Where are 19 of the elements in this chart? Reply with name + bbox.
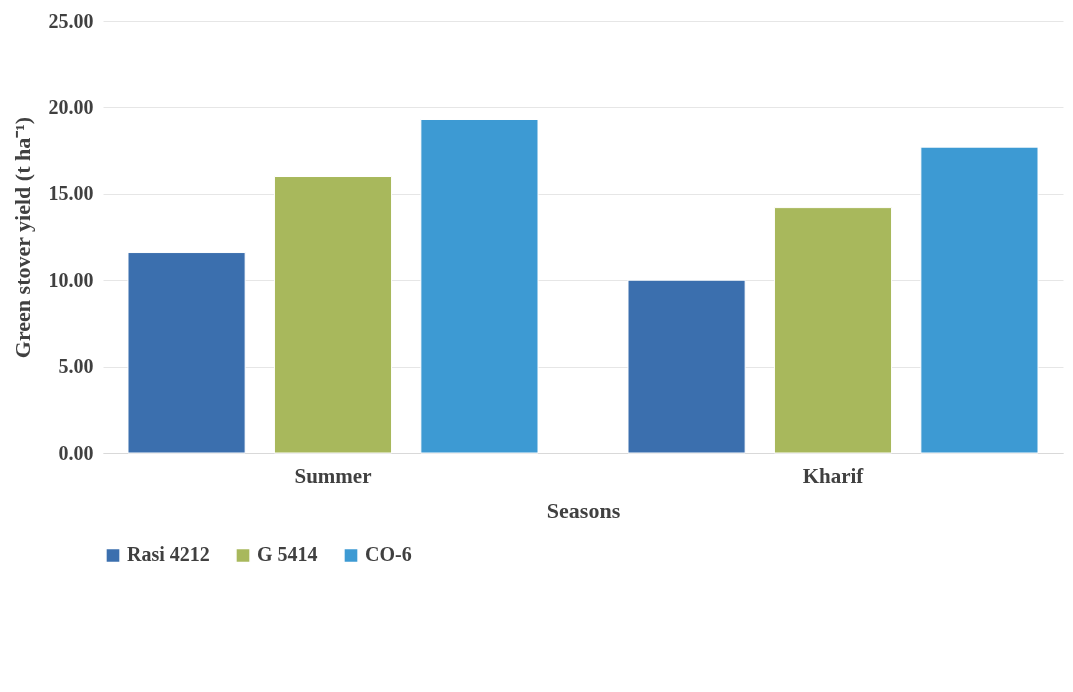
y-tick-label: 0.00 xyxy=(58,441,94,464)
x-axis-title: Seasons xyxy=(546,497,621,523)
y-tick-label: 25.00 xyxy=(48,9,94,32)
bar xyxy=(420,119,539,454)
y-axis-title: Green stover yield (t ha⁻¹) xyxy=(9,116,35,359)
bar xyxy=(773,207,893,454)
y-tick-label: 10.00 xyxy=(48,268,94,291)
y-tick-label: 15.00 xyxy=(48,182,94,205)
bar xyxy=(627,279,746,454)
x-tick-label: Summer xyxy=(294,463,372,488)
legend-label: Rasi 4212 xyxy=(127,543,210,566)
legend-label: CO-6 xyxy=(365,543,412,566)
bar xyxy=(273,176,393,454)
legend-label: G 5414 xyxy=(257,543,318,566)
y-tick-label: 5.00 xyxy=(58,355,94,378)
bar xyxy=(920,146,1039,454)
bar xyxy=(127,252,246,454)
y-tick-label: 20.00 xyxy=(48,95,94,118)
x-tick-label: Kharif xyxy=(802,463,865,488)
